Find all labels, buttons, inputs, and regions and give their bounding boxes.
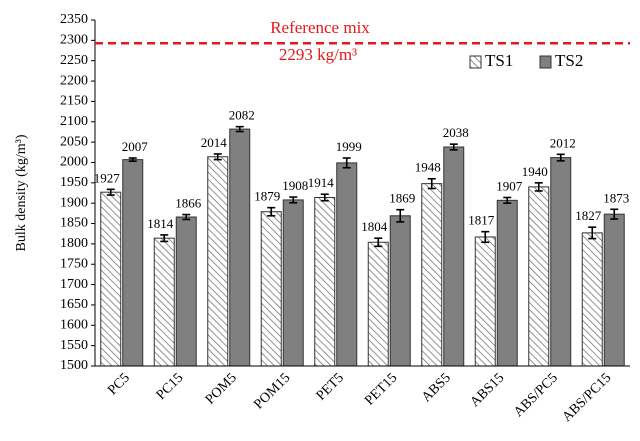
y-tick-label: 1650 [60,297,88,312]
data-label: 1908 [282,178,308,193]
error-bar [106,188,115,196]
y-tick-label: 2150 [60,94,88,109]
error-bar [534,182,543,192]
bar [528,186,550,367]
data-label: 1814 [147,216,174,231]
bar [207,156,229,367]
data-label: 2082 [229,108,255,123]
bar [474,236,496,367]
data-label: 1907 [496,178,523,193]
data-label: 2012 [550,135,576,150]
y-tick-label: 1800 [60,236,88,251]
y-tick-label: 2050 [60,134,88,149]
error-bar [588,226,597,240]
data-label: 1914 [308,175,335,190]
bar [260,211,282,367]
data-label: 1827 [575,208,602,223]
reference-value-label: 2293 kg/m³ [279,45,357,64]
error-bar [481,230,490,244]
y-tick-label: 1950 [60,175,88,190]
y-tick-label: 1700 [60,277,88,292]
x-tick-label: POM15 [251,370,293,412]
y-tick-label: 1750 [60,256,88,271]
data-label: 1927 [94,170,121,185]
data-label: 2014 [201,135,228,150]
error-bar [128,157,137,163]
data-label: 1869 [389,191,415,206]
data-label: 2038 [443,125,469,140]
data-label: 1866 [175,196,202,211]
error-bar [556,153,565,162]
error-bar [342,157,351,169]
legend-label: TS2 [555,51,583,70]
data-label: 1804 [361,219,388,234]
y-tick-label: 1600 [60,318,88,333]
error-bar [396,208,405,223]
y-tick-label: 2100 [60,114,88,129]
data-label: 1817 [468,213,495,228]
bar [314,196,336,367]
bar [550,157,572,367]
error-bar [610,208,619,220]
data-label: 1879 [254,189,280,204]
x-tick-label: PC5 [105,370,133,398]
bar [282,199,304,367]
error-bar [503,196,512,204]
x-tick-label: ABS5 [419,370,454,405]
data-label: 1940 [522,164,548,179]
data-label: 1948 [415,160,441,175]
error-bar [449,143,458,151]
bar [175,216,197,367]
x-tick-label: ABS15 [468,370,508,410]
data-label: 1873 [603,190,629,205]
data-label: 2007 [122,139,149,154]
bar [336,162,358,367]
error-bar [160,234,169,243]
bar [421,183,443,367]
y-tick-label: 2000 [60,155,88,170]
bar [496,199,518,367]
error-bar [213,153,222,161]
bar [443,146,465,367]
y-tick-label: 2200 [60,73,88,88]
y-tick-label: 2350 [60,12,88,27]
x-tick-label: POM5 [203,370,240,407]
x-tick-label: ABS/PC5 [511,370,561,420]
error-bar [427,177,436,190]
x-tick-label: PC15 [154,370,187,403]
x-tick-label: PET5 [314,370,347,403]
error-bar [320,193,329,202]
y-tick-label: 2250 [60,53,88,68]
y-axis-label: Bulk density (kg/m³) [14,134,29,251]
bar [122,159,144,367]
legend-swatch [469,55,482,69]
error-bar [235,125,244,133]
bar [153,237,175,367]
bar [229,128,251,367]
error-bar [289,196,298,204]
bar [581,232,603,367]
data-label: 1999 [336,139,362,154]
error-bar [374,237,383,248]
y-tick-label: 1550 [60,338,88,353]
legend-swatch [539,55,552,69]
bar [389,215,411,367]
error-bar [267,206,276,217]
bar [603,213,625,367]
y-tick-label: 1850 [60,216,88,231]
y-tick-label: 1900 [60,195,88,210]
bar [367,241,389,367]
x-tick-label: ABS/PC15 [560,370,615,425]
x-tick-label: PET15 [362,370,400,408]
y-tick-label: 2300 [60,33,88,48]
reference-label: Reference mix [270,18,370,37]
error-bar [182,213,191,221]
bar [100,191,122,367]
legend-label: TS1 [485,51,513,70]
y-tick-label: 1500 [60,358,88,373]
